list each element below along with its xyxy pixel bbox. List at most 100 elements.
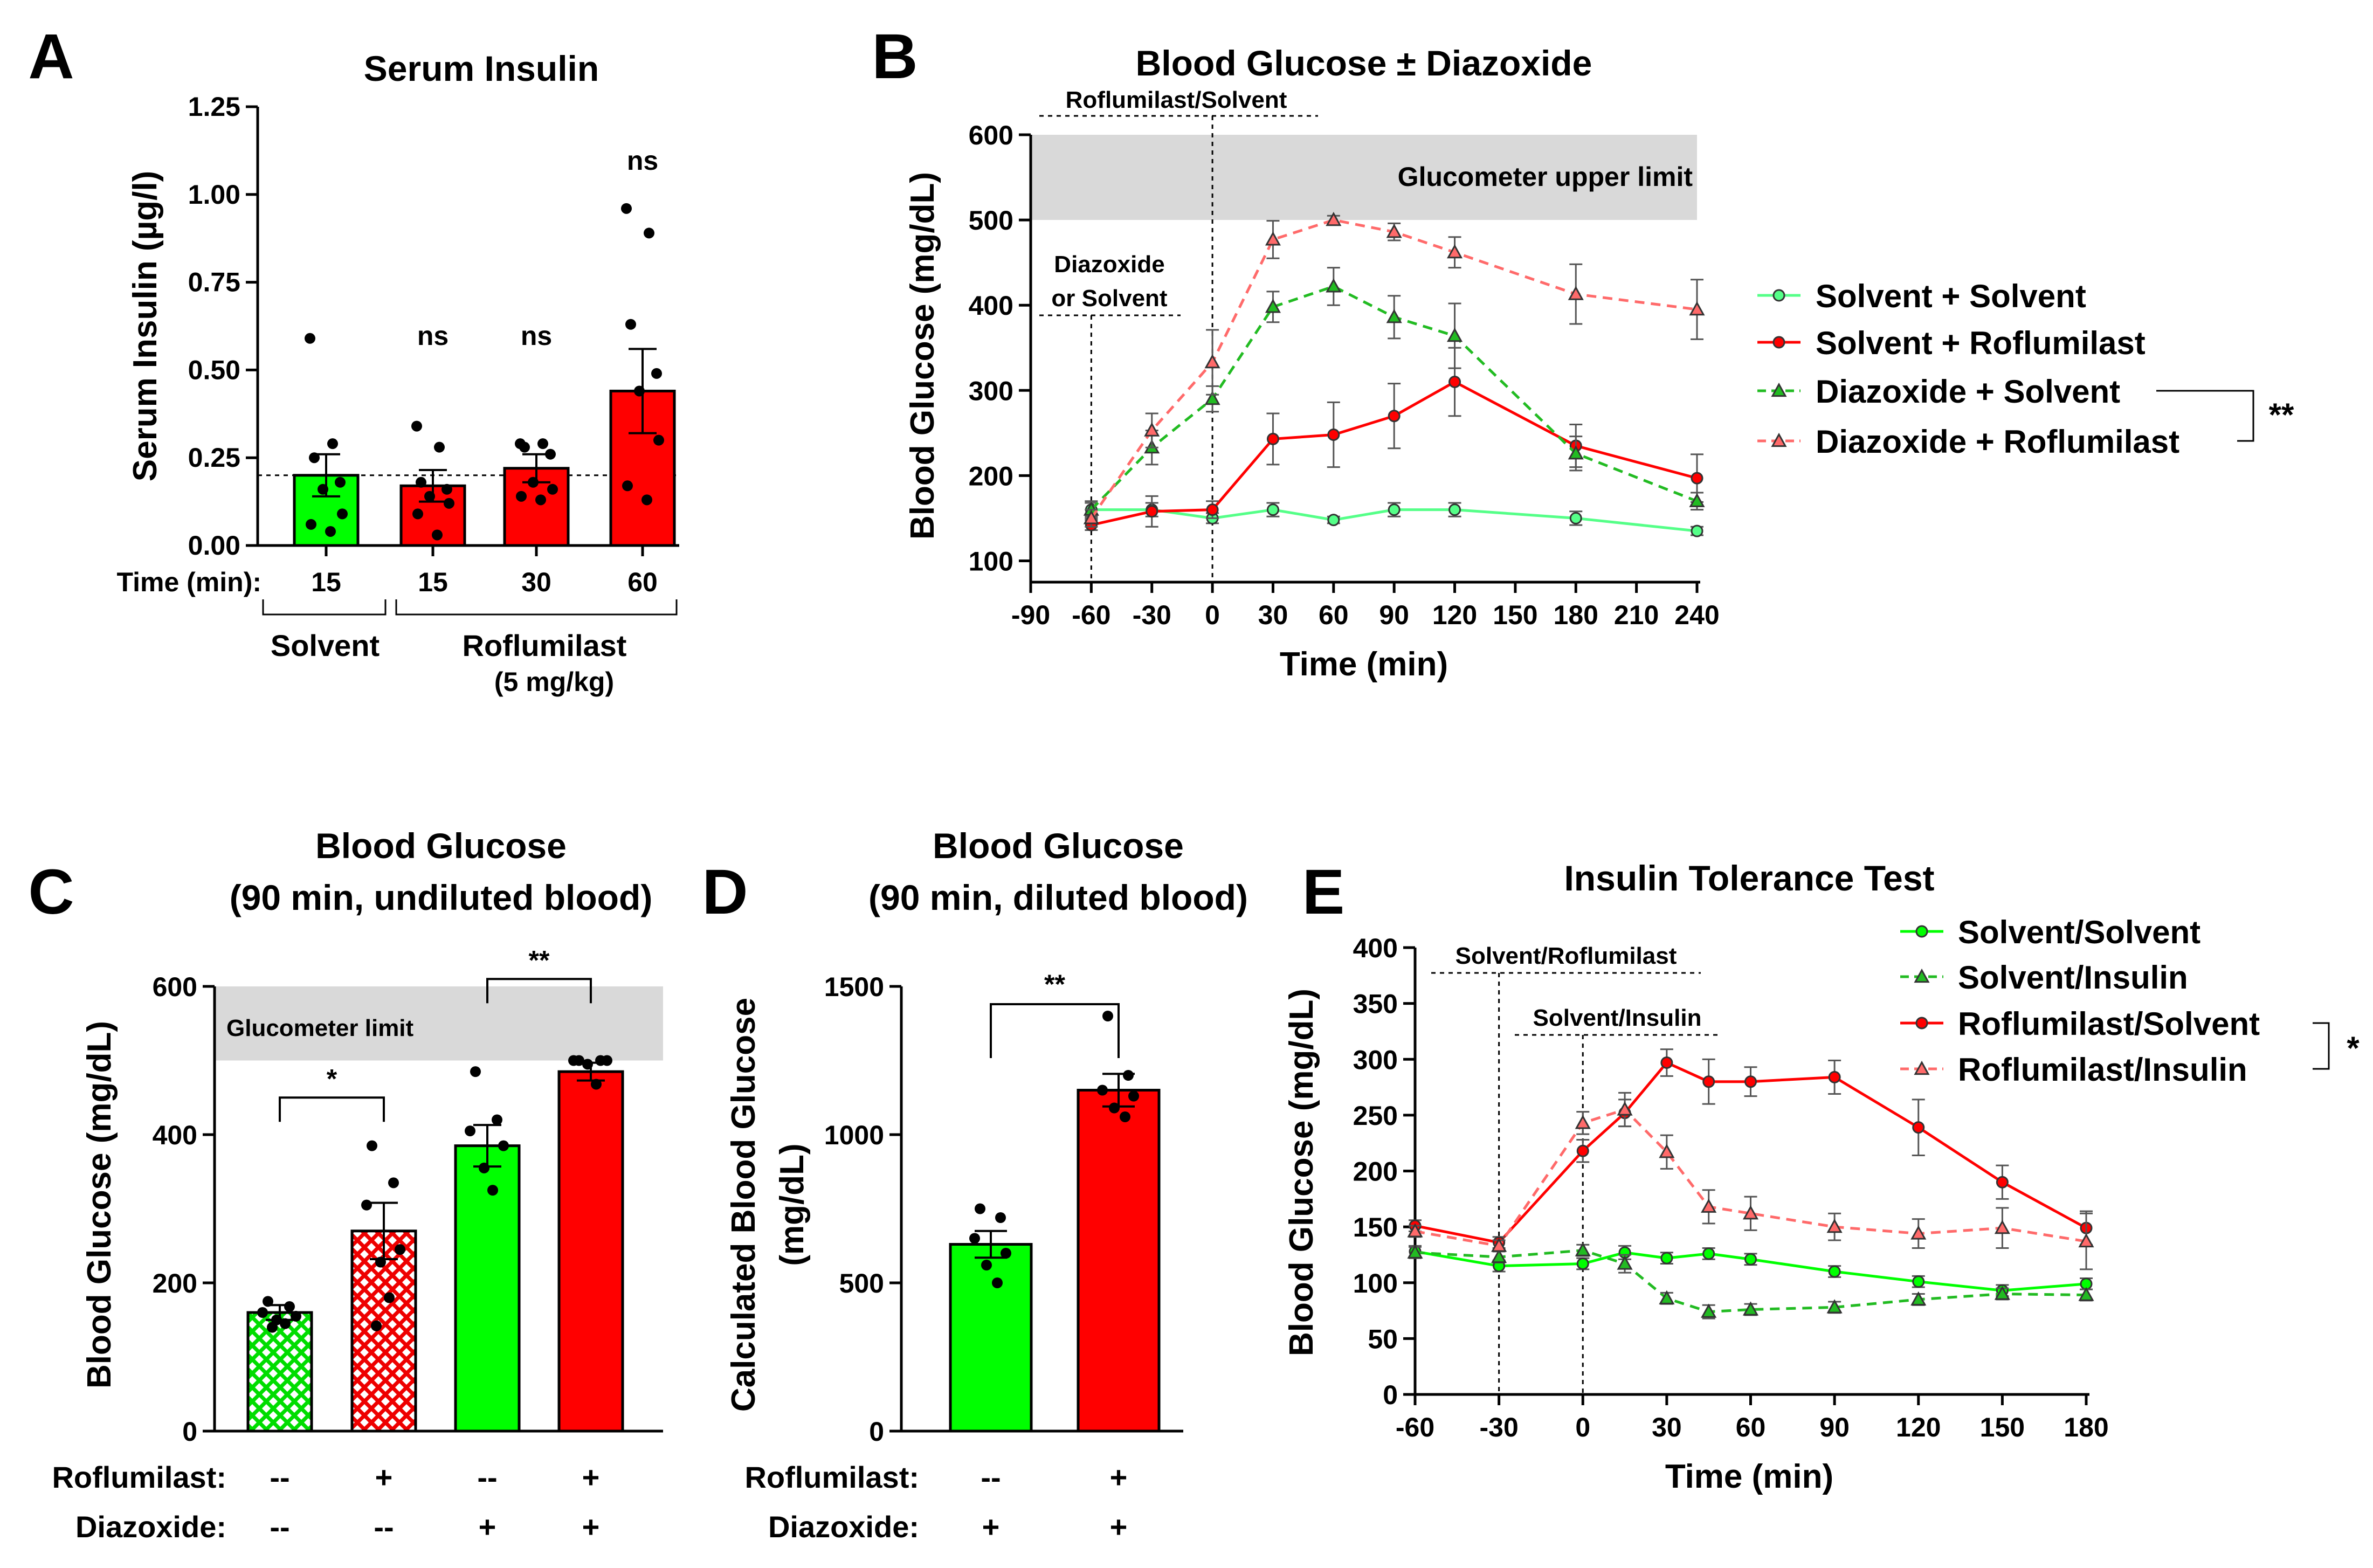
bar bbox=[1077, 1089, 1161, 1433]
annotation-label: Roflumilast/Solvent bbox=[1066, 87, 1287, 113]
data-point bbox=[1744, 1075, 1757, 1088]
x-tick-label: 15 bbox=[311, 567, 341, 597]
data-point bbox=[432, 529, 443, 541]
panel-b: B Blood Glucose ± Diazoxide Blood Glucose … bbox=[872, 21, 2294, 683]
significance-label: ns bbox=[521, 321, 552, 351]
x-tick-label: 30 bbox=[1652, 1412, 1682, 1442]
data-point bbox=[1326, 278, 1342, 293]
data-point bbox=[1826, 1219, 1843, 1233]
x-tick-label: 30 bbox=[1258, 600, 1288, 630]
legend-bracket bbox=[2313, 1022, 2330, 1070]
data-point bbox=[528, 476, 539, 488]
annotation-label: Diazoxide bbox=[1054, 251, 1164, 278]
y-tick-label: 600 bbox=[153, 972, 197, 1002]
data-point bbox=[1083, 510, 1099, 524]
data-point bbox=[1617, 1255, 1633, 1270]
chart-subtitle: (90 min, undiluted blood) bbox=[230, 878, 653, 917]
data-point bbox=[1386, 224, 1402, 238]
panel-label: B bbox=[872, 21, 918, 92]
panel-a: A Serum Insulin Serum Insulin (µg/l) 0.00 0.… bbox=[28, 21, 679, 697]
data-point bbox=[1575, 1242, 1591, 1256]
data-point bbox=[498, 1140, 509, 1151]
x-tick-label: 120 bbox=[1432, 600, 1477, 630]
series-line bbox=[1090, 285, 1698, 511]
data-point bbox=[634, 385, 645, 397]
data-point bbox=[318, 483, 328, 495]
y-tick-label: 50 bbox=[1368, 1324, 1398, 1354]
data-point bbox=[537, 438, 548, 450]
data-point bbox=[1617, 1101, 1633, 1116]
y-axis-label: Blood Glucose (mg/dL) bbox=[81, 1021, 118, 1389]
data-point bbox=[305, 333, 315, 344]
legend-label: Solvent/Solvent bbox=[1958, 914, 2200, 950]
data-point bbox=[545, 448, 556, 460]
legend-marker bbox=[1914, 968, 1930, 983]
data-point bbox=[1265, 231, 1281, 246]
y-axis-label: Blood Glucose (mg/dL) bbox=[1283, 989, 1320, 1356]
y-tick-label: 200 bbox=[1353, 1157, 1398, 1187]
data-point bbox=[384, 1292, 395, 1303]
data-point bbox=[1702, 1075, 1715, 1088]
bar bbox=[454, 1144, 521, 1433]
y-tick-label: 500 bbox=[839, 1268, 884, 1298]
significance-label: ns bbox=[417, 321, 449, 351]
x-tick-label: 0 bbox=[1575, 1412, 1590, 1442]
data-point bbox=[309, 452, 320, 464]
band-label: Glucometer upper limit bbox=[1398, 162, 1693, 192]
y-tick-label: 100 bbox=[1353, 1268, 1398, 1298]
data-point bbox=[492, 1114, 502, 1125]
data-point bbox=[582, 1059, 593, 1070]
data-point bbox=[1912, 1275, 1925, 1288]
data-point bbox=[1102, 1011, 1113, 1021]
data-point bbox=[1910, 1225, 1927, 1240]
y-tick-label: 200 bbox=[969, 461, 1013, 491]
data-point bbox=[1491, 1238, 1507, 1252]
row-value: + bbox=[982, 1510, 1000, 1544]
data-point bbox=[479, 1162, 489, 1173]
chart-subtitle: (90 min, diluted blood) bbox=[868, 878, 1248, 917]
y-tick-label: 0.50 bbox=[188, 355, 240, 385]
row-value: -- bbox=[477, 1460, 497, 1494]
data-point bbox=[1109, 1102, 1120, 1114]
x-tick-label: -90 bbox=[1011, 600, 1050, 630]
data-point bbox=[1701, 1303, 1717, 1318]
y-axis-label: Serum Insulin (µg/l) bbox=[127, 171, 164, 482]
data-point bbox=[1128, 1090, 1139, 1102]
comparison-bracket bbox=[486, 978, 592, 1004]
data-point bbox=[992, 1277, 1003, 1288]
y-tick-label: 250 bbox=[1353, 1101, 1398, 1131]
row-value: + bbox=[1110, 1460, 1128, 1494]
annotation-label: Solvent/Insulin bbox=[1533, 1005, 1702, 1031]
data-point bbox=[1097, 1085, 1108, 1096]
data-point bbox=[371, 1320, 382, 1331]
data-point bbox=[375, 1256, 386, 1268]
data-point bbox=[519, 441, 530, 453]
data-point bbox=[625, 319, 636, 330]
y-axis-label-2: (mg/dL) bbox=[774, 1143, 811, 1266]
legend-marker bbox=[1772, 336, 1785, 349]
row-value: -- bbox=[270, 1510, 289, 1544]
data-point bbox=[995, 1212, 1006, 1223]
data-point bbox=[1448, 503, 1461, 516]
data-point bbox=[1265, 299, 1281, 313]
y-tick-label: 1.00 bbox=[188, 179, 240, 210]
data-point bbox=[395, 1244, 405, 1255]
x-tick-label: 120 bbox=[1896, 1412, 1941, 1442]
x-tick-label: 180 bbox=[1554, 600, 1598, 630]
data-point bbox=[1206, 503, 1219, 516]
data-point bbox=[1001, 1248, 1011, 1259]
data-point bbox=[591, 1079, 602, 1090]
data-point bbox=[1326, 212, 1342, 226]
data-point bbox=[1996, 1176, 2009, 1189]
data-point bbox=[1569, 512, 1582, 524]
group-bracket bbox=[262, 599, 387, 616]
data-point bbox=[1446, 244, 1463, 259]
data-point bbox=[325, 526, 336, 537]
data-point bbox=[1446, 328, 1463, 342]
significance-label: ** bbox=[529, 945, 550, 975]
y-tick-label: 400 bbox=[1353, 933, 1398, 963]
data-point bbox=[280, 1318, 291, 1329]
data-point bbox=[367, 1140, 377, 1151]
row-label: Diazoxide: bbox=[75, 1510, 226, 1544]
data-point bbox=[1576, 1258, 1589, 1270]
